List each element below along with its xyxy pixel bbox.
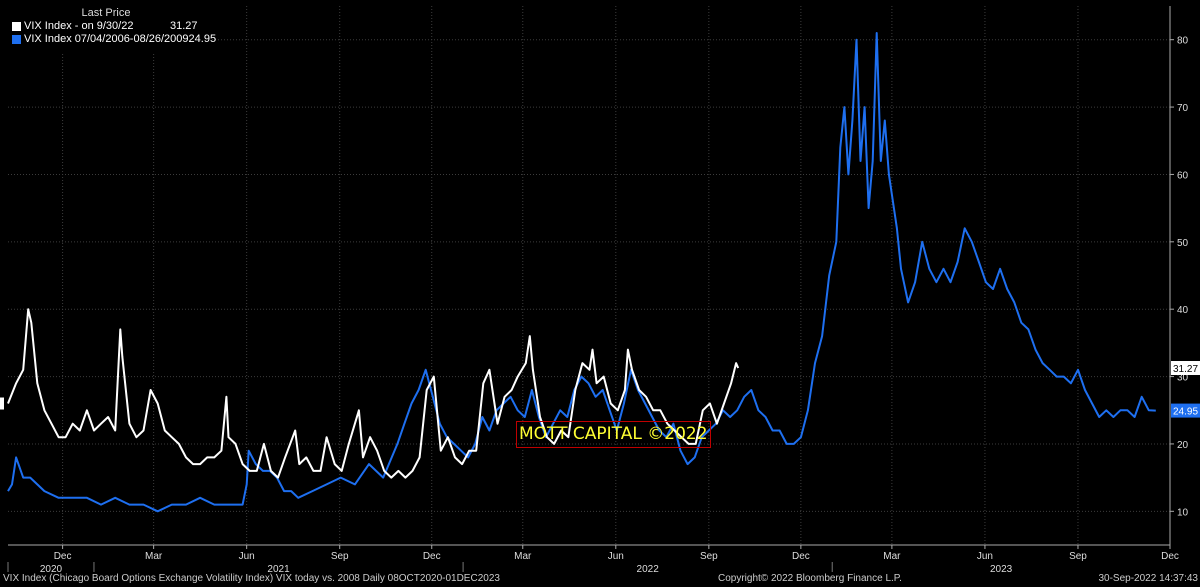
x-tick-label: Mar [145, 551, 163, 562]
year-label: 2022 [637, 564, 660, 575]
series-lines [7, 32, 1156, 513]
x-tick-label: Sep [331, 551, 349, 562]
footer: VIX Index (Chicago Board Options Exchang… [0, 572, 1200, 587]
last-value-label-1: 24.95 [1171, 403, 1200, 418]
y-tick-label: 20 [1177, 440, 1189, 451]
x-tick-label: Mar [514, 551, 532, 562]
legend-row-current: VIX Index - on 9/30/22 31.27 [2, 20, 210, 33]
y-tick-label: 30 [1177, 373, 1189, 384]
x-tick-label: Jun [977, 551, 993, 562]
y-tick-label: 40 [1177, 305, 1189, 316]
x-tick-label: Dec [1161, 551, 1179, 562]
x-tick-label: Mar [883, 551, 901, 562]
legend-label-2008: VIX Index 07/04/2006-08/26/2009 [24, 33, 189, 45]
footer-description: VIX Index (Chicago Board Options Exchang… [3, 573, 500, 584]
last-value-text: 31.27 [1173, 364, 1198, 375]
footer-timestamp: 30-Sep-2022 14:37:43 [1098, 573, 1198, 584]
series-line-0 [7, 308, 740, 479]
y-tick-label: 70 [1177, 103, 1189, 114]
legend: Last Price VIX Index - on 9/30/22 31.27 … [2, 4, 216, 52]
y-axis: 10 20 30 40 50 60 70 80 [1169, 6, 1189, 545]
year-label: 2021 [267, 564, 290, 575]
x-tick-label: Dec [423, 551, 441, 562]
x-tick-label: Jun [239, 551, 255, 562]
last-value-box [1171, 361, 1200, 376]
x-tick-label: Sep [1069, 551, 1087, 562]
x-tick-label: Jun [608, 551, 624, 562]
year-label: 2020 [40, 564, 63, 575]
x-tick-label: Sep [700, 551, 718, 562]
gridlines [8, 6, 1171, 545]
watermark: MOTT CAPITAL ©2022 [516, 421, 711, 448]
last-value-label-0: 31.27 [1171, 361, 1200, 376]
legend-swatch-current [12, 22, 21, 31]
y-tick-label: 10 [1177, 507, 1189, 518]
legend-swatch-2008 [12, 35, 21, 44]
x-tick-label: Dec [54, 551, 72, 562]
year-label: 2023 [990, 564, 1013, 575]
legend-label-current: VIX Index - on 9/30/22 [24, 20, 134, 32]
y-tick-label: 80 [1177, 36, 1189, 47]
x-tick-label: Dec [792, 551, 810, 562]
last-value-text: 24.95 [1173, 407, 1198, 418]
last-value-labels: 31.27 24.95 [0, 361, 1200, 418]
start-marker [0, 397, 4, 410]
y-tick-label: 50 [1177, 238, 1189, 249]
x-axis: Dec Mar Jun Sep Dec Mar Jun Sep Dec Mar Jun Sep Dec 2… [7, 544, 1179, 575]
legend-value-2008: 24.95 [188, 33, 217, 45]
legend-value-current: 31.27 [170, 20, 198, 32]
last-value-box [1171, 403, 1200, 418]
legend-row-2008: VIX Index 07/04/2006-08/26/2009 24.95 [2, 33, 216, 46]
legend-header: Last Price [81, 7, 131, 19]
y-tick-label: 60 [1177, 170, 1189, 181]
footer-copyright: Copyright© 2022 Bloomberg Finance L.P. [718, 573, 902, 584]
